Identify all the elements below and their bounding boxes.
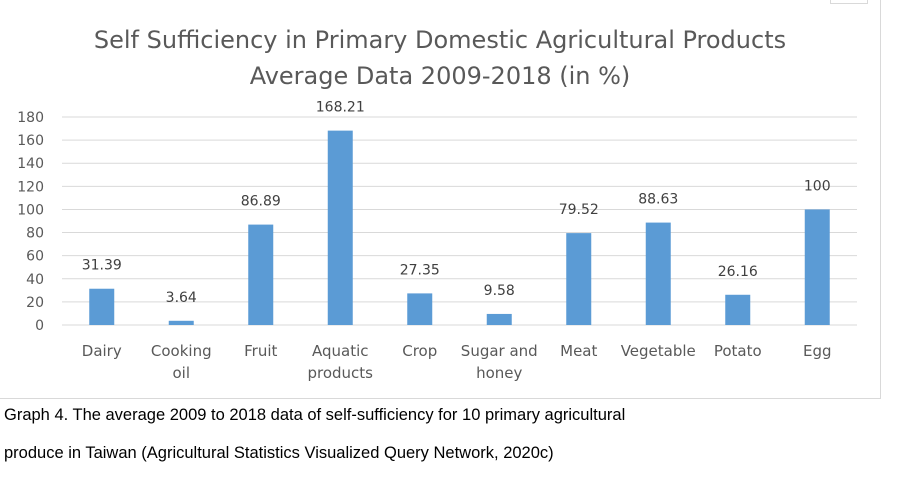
y-tick-label: 160 [17,133,44,149]
bar [407,293,433,325]
bar [725,294,751,325]
x-category-label: honey [476,364,522,382]
figure-caption-line-1: Graph 4. The average 2009 to 2018 data o… [4,406,626,424]
bar [248,224,274,325]
y-tick-label: 40 [26,272,44,288]
x-axis-categories: Dairy Cooking oil Fruit Aquatic products Crop S… [82,342,832,382]
bar [804,209,830,325]
bar [486,313,512,325]
data-label: 3.64 [166,290,197,306]
data-label: 31.39 [82,258,122,274]
x-category-label: Crop [402,342,437,360]
data-label: 79.52 [559,202,599,218]
data-label: 26.16 [718,264,758,280]
gridlines [62,116,857,326]
bars [89,130,830,325]
figure-caption-line-2: produce in Taiwan (Agricultural Statisti… [4,444,554,462]
chart-frame [0,0,881,399]
data-label: 9.58 [484,283,515,299]
y-tick-label: 60 [26,249,44,265]
data-label: 88.63 [638,192,678,208]
chart-title-line: Self Sufficiency in Primary Domestic Agr… [94,26,786,54]
data-label: 100 [804,178,831,194]
data-label: 168.21 [316,100,365,116]
x-category-label: oil [172,364,190,382]
y-tick-label: 180 [17,110,44,126]
x-category-label: Egg [803,342,832,360]
y-tick-label: 80 [26,226,44,242]
x-category-label: Vegetable [621,342,696,360]
y-tick-label: 0 [35,318,44,334]
x-category-label: Dairy [82,342,122,360]
y-tick-label: 120 [17,179,44,195]
x-category-label: Potato [714,342,762,360]
bar [645,222,671,325]
data-labels: 31.39 3.64 86.89 168.21 27.35 9.58 79.52 88.63 2… [82,100,831,306]
x-category-label: Aquatic [312,342,369,360]
bar [89,288,115,325]
y-axis-ticks: 0 20 40 60 80 100 120 140 160 180 [17,110,44,334]
bar [168,320,194,325]
frame-corner-mark [830,0,868,4]
x-category-label: Cooking [151,342,212,360]
bar [327,130,353,325]
x-category-label: Meat [560,342,597,360]
chart-title: Self Sufficiency in Primary Domestic Agr… [94,26,786,90]
chart-title-line: Average Data 2009-2018 (in %) [250,62,631,90]
y-tick-label: 20 [26,295,44,311]
bar [566,233,592,325]
data-label: 86.89 [241,194,281,210]
x-category-label: products [307,364,373,382]
x-category-label: Fruit [244,342,277,360]
y-tick-label: 100 [17,202,44,218]
y-tick-label: 140 [17,156,44,172]
x-category-label: Sugar and [461,342,538,360]
data-label: 27.35 [400,262,440,278]
bar-chart: Self Sufficiency in Primary Domestic Agr… [17,26,857,382]
